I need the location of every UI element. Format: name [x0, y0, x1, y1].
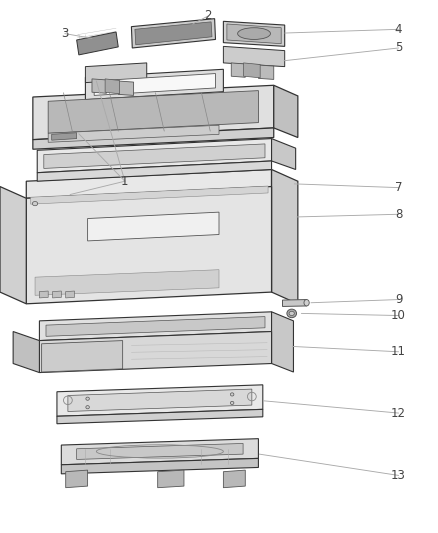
Polygon shape [13, 332, 39, 373]
Polygon shape [0, 187, 26, 304]
Polygon shape [61, 458, 258, 474]
Polygon shape [272, 139, 296, 169]
Polygon shape [92, 79, 106, 93]
Polygon shape [57, 409, 263, 424]
Text: 3: 3 [61, 27, 68, 40]
Text: 8: 8 [395, 208, 402, 221]
Polygon shape [135, 22, 212, 45]
Ellipse shape [32, 201, 38, 206]
Polygon shape [94, 74, 215, 95]
Polygon shape [48, 91, 258, 133]
Text: 5: 5 [395, 42, 402, 54]
Polygon shape [272, 312, 293, 372]
Ellipse shape [304, 300, 309, 306]
Polygon shape [105, 79, 120, 94]
Polygon shape [66, 291, 74, 298]
Text: 1: 1 [121, 175, 129, 188]
Polygon shape [85, 69, 223, 100]
Polygon shape [33, 128, 274, 149]
Text: 2: 2 [204, 10, 212, 22]
Polygon shape [37, 161, 272, 181]
Polygon shape [37, 139, 272, 173]
Polygon shape [231, 63, 245, 77]
Polygon shape [66, 470, 88, 488]
Text: 7: 7 [395, 181, 403, 194]
Polygon shape [118, 81, 134, 95]
Text: 12: 12 [391, 407, 406, 419]
Polygon shape [283, 300, 307, 306]
Polygon shape [68, 389, 252, 411]
Polygon shape [227, 24, 281, 44]
Ellipse shape [287, 309, 297, 318]
Polygon shape [77, 32, 118, 55]
Text: 13: 13 [391, 469, 406, 482]
Polygon shape [42, 341, 123, 372]
Polygon shape [52, 133, 77, 140]
Polygon shape [26, 169, 272, 198]
Polygon shape [35, 270, 219, 295]
Polygon shape [39, 332, 272, 373]
Ellipse shape [86, 406, 89, 409]
Polygon shape [272, 169, 298, 304]
Polygon shape [39, 312, 272, 341]
Polygon shape [44, 144, 265, 168]
Polygon shape [46, 317, 265, 336]
Polygon shape [131, 19, 215, 48]
Polygon shape [61, 439, 258, 465]
Polygon shape [53, 291, 61, 298]
Text: 4: 4 [395, 23, 403, 36]
Ellipse shape [230, 393, 234, 396]
Polygon shape [223, 21, 285, 46]
Ellipse shape [86, 397, 89, 400]
Ellipse shape [230, 401, 234, 405]
Polygon shape [158, 470, 184, 488]
Polygon shape [26, 187, 272, 304]
Polygon shape [48, 125, 219, 142]
Ellipse shape [289, 311, 294, 316]
Ellipse shape [237, 28, 270, 39]
Polygon shape [57, 385, 263, 416]
Text: 9: 9 [395, 293, 403, 306]
Text: 10: 10 [391, 309, 406, 322]
Polygon shape [274, 85, 298, 138]
Polygon shape [31, 186, 268, 204]
Polygon shape [244, 63, 260, 78]
Polygon shape [77, 443, 243, 459]
Text: 11: 11 [391, 345, 406, 358]
Polygon shape [258, 65, 274, 79]
Polygon shape [223, 470, 245, 488]
Polygon shape [33, 85, 274, 140]
Polygon shape [85, 63, 147, 83]
Polygon shape [88, 212, 219, 241]
Polygon shape [223, 46, 285, 67]
Polygon shape [39, 291, 48, 298]
